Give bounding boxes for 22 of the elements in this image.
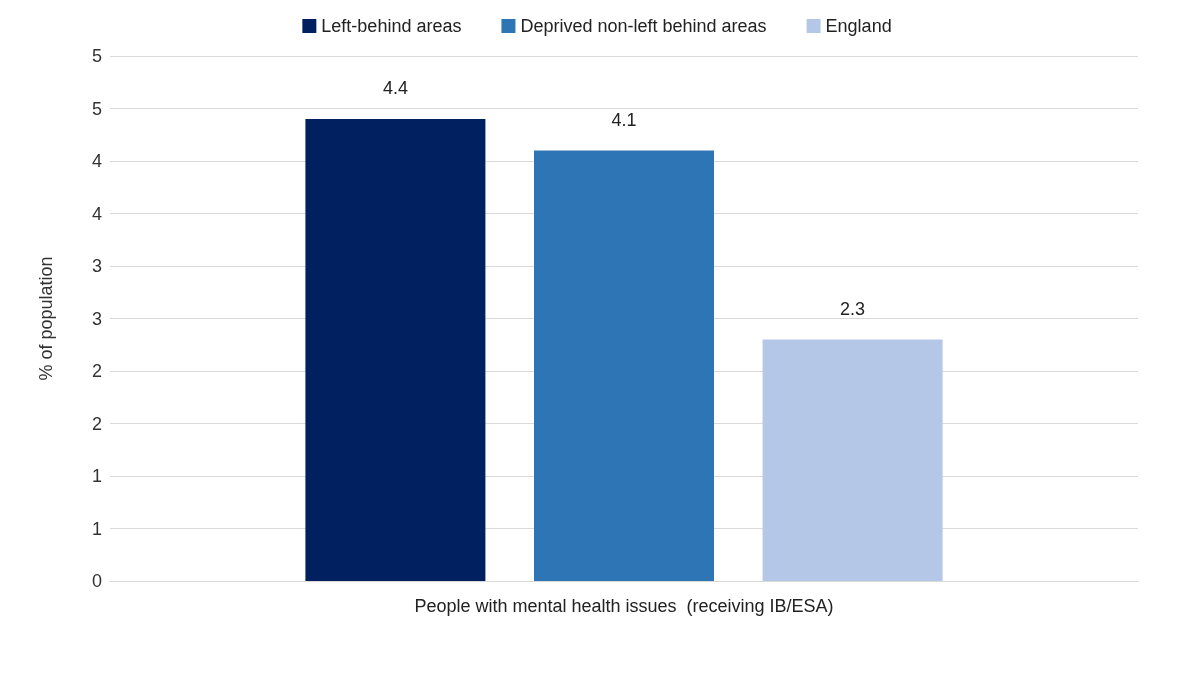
y-tick-label: 5 [91, 98, 102, 119]
y-tick-label: 3 [91, 308, 102, 329]
y-tick-label: 2 [91, 413, 102, 434]
y-tick-label: 3 [91, 256, 102, 276]
legend-label: Deprived non-left behind areas [520, 16, 767, 36]
y-tick-label: 5 [91, 46, 102, 66]
x-tick-label: People with mental health issues (receiving IB/ESA) [414, 596, 834, 616]
y-tick-label: 4 [91, 151, 102, 171]
bar [305, 119, 486, 581]
legend-label: England [825, 16, 892, 36]
y-tick-label: 2 [91, 361, 102, 381]
y-tick-label: 1 [91, 466, 102, 486]
legend-label: Left-behind areas [321, 16, 462, 36]
y-tick-label: 0 [91, 571, 102, 591]
bar [762, 339, 943, 581]
y-tick-label: 1 [91, 518, 102, 539]
y-axis-title: % of population [36, 256, 56, 381]
data-label: 2.3 [840, 298, 866, 319]
y-tick-label: 4 [91, 203, 102, 224]
data-label: 4.1 [611, 109, 637, 130]
data-label: 4.4 [382, 78, 408, 98]
bar [534, 150, 714, 581]
